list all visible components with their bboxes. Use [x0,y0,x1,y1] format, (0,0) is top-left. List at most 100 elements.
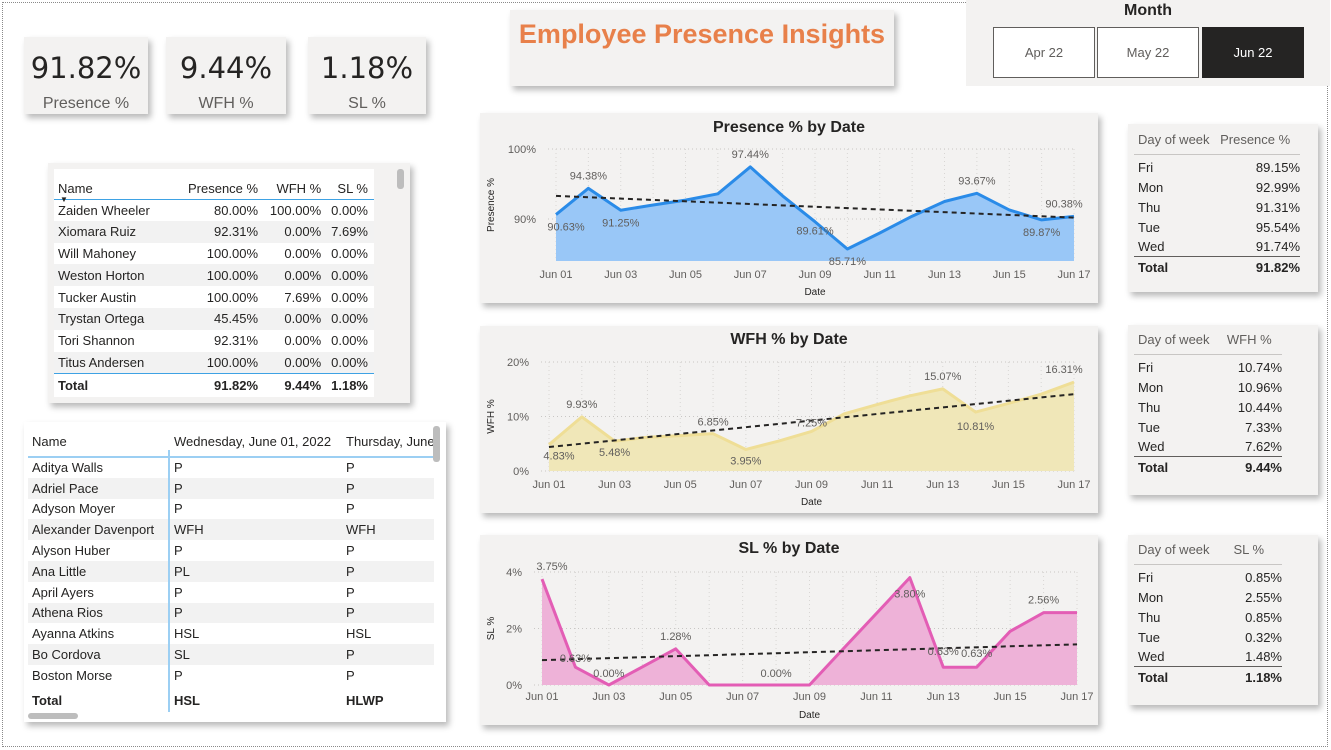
data-point[interactable] [874,402,880,408]
matrix-row[interactable]: Aditya Walls P P [28,457,434,478]
table-row[interactable]: Zaiden Wheeler 80.00% 100.00% 0.00% [54,199,374,221]
column-header-presence[interactable]: Presence % [187,180,259,196]
data-point[interactable] [618,207,624,213]
data-point[interactable] [909,213,915,219]
data-point[interactable] [606,682,612,688]
series-line[interactable] [555,165,1075,251]
column-header-name[interactable]: Name ▼ [54,169,172,204]
matrix-row[interactable]: Alyson Huber P P [28,540,434,561]
data-point[interactable] [1071,379,1077,385]
matrix-row[interactable]: April Ayers P P [28,581,434,603]
matrix-row[interactable]: Adriel Pace P P [28,477,434,499]
data-point[interactable] [747,164,753,170]
data-point[interactable] [841,411,847,417]
slicer-option-may-22[interactable]: May 22 [1097,27,1199,78]
series-line[interactable] [548,380,1075,451]
data-point[interactable] [807,682,813,688]
table-row[interactable]: Tucker Austin 100.00% 7.69% 0.00% [54,286,374,308]
kpi-card-wfh[interactable]: 9.44% WFH % [166,37,286,114]
table-row[interactable]: Will Mahoney 100.00% 0.00% 0.00% [54,242,374,265]
table-row[interactable]: Mon 92.99% [1134,178,1300,198]
matrix-scrollbar-v[interactable] [433,426,440,462]
slicer-option-apr-22[interactable]: Apr 22 [993,27,1095,78]
data-point[interactable] [1039,217,1045,223]
kpi-card-presence[interactable]: 91.82% Presence % [24,37,148,114]
column-header-value[interactable]: WFH % [1226,332,1272,347]
table-row[interactable]: Fri 89.15% [1134,158,1300,178]
table-row[interactable]: Thu 0.85% [1134,608,1282,628]
table-row[interactable]: Tue 0.32% [1134,627,1282,647]
data-point[interactable] [715,191,721,197]
table-row[interactable]: Titus Andersen 100.00% 0.00% 0.00% [54,351,374,374]
table-row[interactable]: Wed 1.48% [1134,647,1282,667]
table-row[interactable]: Wed 91.74% [1134,237,1300,257]
data-point[interactable] [579,414,585,420]
matrix-header-name[interactable]: Name [32,433,67,449]
table-row[interactable]: Thu 10.44% [1134,398,1282,418]
table-row[interactable]: Fri 0.85% [1134,568,1282,588]
data-point[interactable] [585,185,591,191]
matrix-row[interactable]: Ana Little PL P [28,560,434,582]
data-point[interactable] [907,575,913,581]
table-row[interactable]: Fri 10.74% [1134,358,1282,378]
data-point[interactable] [743,446,749,452]
data-point[interactable] [673,646,679,652]
table-row[interactable]: Mon 10.96% [1134,378,1282,398]
data-point[interactable] [539,576,545,582]
matrix-row[interactable]: Bo Cordova SL P [28,644,434,665]
column-header-day[interactable]: Day of week [1138,542,1210,557]
matrix-row[interactable]: Ayanna Atkins HSL HSL [28,623,434,645]
data-point[interactable] [940,386,946,392]
data-point[interactable] [776,438,782,444]
column-header-sl[interactable]: SL % [337,180,368,196]
column-header-wfh[interactable]: WFH % [276,180,322,196]
data-point[interactable] [974,664,980,670]
data-point[interactable] [812,219,818,225]
data-point[interactable] [974,190,980,196]
table-row[interactable]: Wed 7.62% [1134,437,1282,457]
data-point[interactable] [844,246,850,252]
matrix-header-date[interactable]: Thursday, June [346,433,434,449]
data-point[interactable] [973,409,979,415]
data-point[interactable] [780,193,786,199]
data-point[interactable] [773,682,779,688]
data-point[interactable] [639,664,645,670]
table-row[interactable]: Trystan Ortega 45.45% 0.00% 0.00% [54,307,374,330]
data-point[interactable] [873,611,879,617]
column-header-value[interactable]: Presence % [1220,132,1291,147]
table-row[interactable]: Mon 2.55% [1134,588,1282,608]
column-header-day[interactable]: Day of week [1138,132,1210,147]
table-scrollbar[interactable] [397,169,404,189]
table-row[interactable]: Tue 7.33% [1134,417,1282,437]
data-point[interactable] [942,199,948,205]
table-row[interactable]: Thu 91.31% [1134,198,1300,218]
column-header-value[interactable]: SL % [1233,542,1265,557]
slicer-option-jun-22[interactable]: Jun 22 [1202,27,1304,78]
data-point[interactable] [1041,610,1047,616]
series-line[interactable] [540,576,1077,687]
matrix-row[interactable]: Boston Morse P P [28,664,434,686]
table-row[interactable]: Tue 95.54% [1134,217,1300,237]
table-row[interactable]: Xiomara Ruiz 92.31% 0.00% 7.69% [54,220,374,243]
data-point[interactable] [553,212,559,218]
column-header-day[interactable]: Day of week [1138,332,1210,347]
cell-value: 92.99% [1255,180,1300,196]
data-point[interactable] [706,682,712,688]
table-row[interactable]: Weston Horton 100.00% 0.00% 0.00% [54,264,374,287]
matrix-scrollbar-h[interactable] [28,713,78,719]
data-point[interactable] [907,393,913,399]
matrix-row[interactable]: Adyson Moyer P P [28,498,434,520]
table-row[interactable]: Tori Shannon 92.31% 0.00% 0.00% [54,329,374,352]
data-point[interactable] [1006,207,1012,213]
kpi-card-sl[interactable]: 1.18% SL % [308,37,426,114]
data-point[interactable] [650,202,656,208]
data-point[interactable] [1074,610,1080,616]
matrix-header-date[interactable]: Wednesday, June 01, 2022 [174,433,332,449]
data-point[interactable] [1007,628,1013,634]
data-point[interactable] [877,230,883,236]
data-point[interactable] [940,664,946,670]
matrix-row[interactable]: Athena Rios P P [28,602,434,624]
data-point[interactable] [740,682,746,688]
matrix-row[interactable]: Alexander Davenport WFH WFH [28,519,434,541]
column-header-label: Name [58,180,93,196]
